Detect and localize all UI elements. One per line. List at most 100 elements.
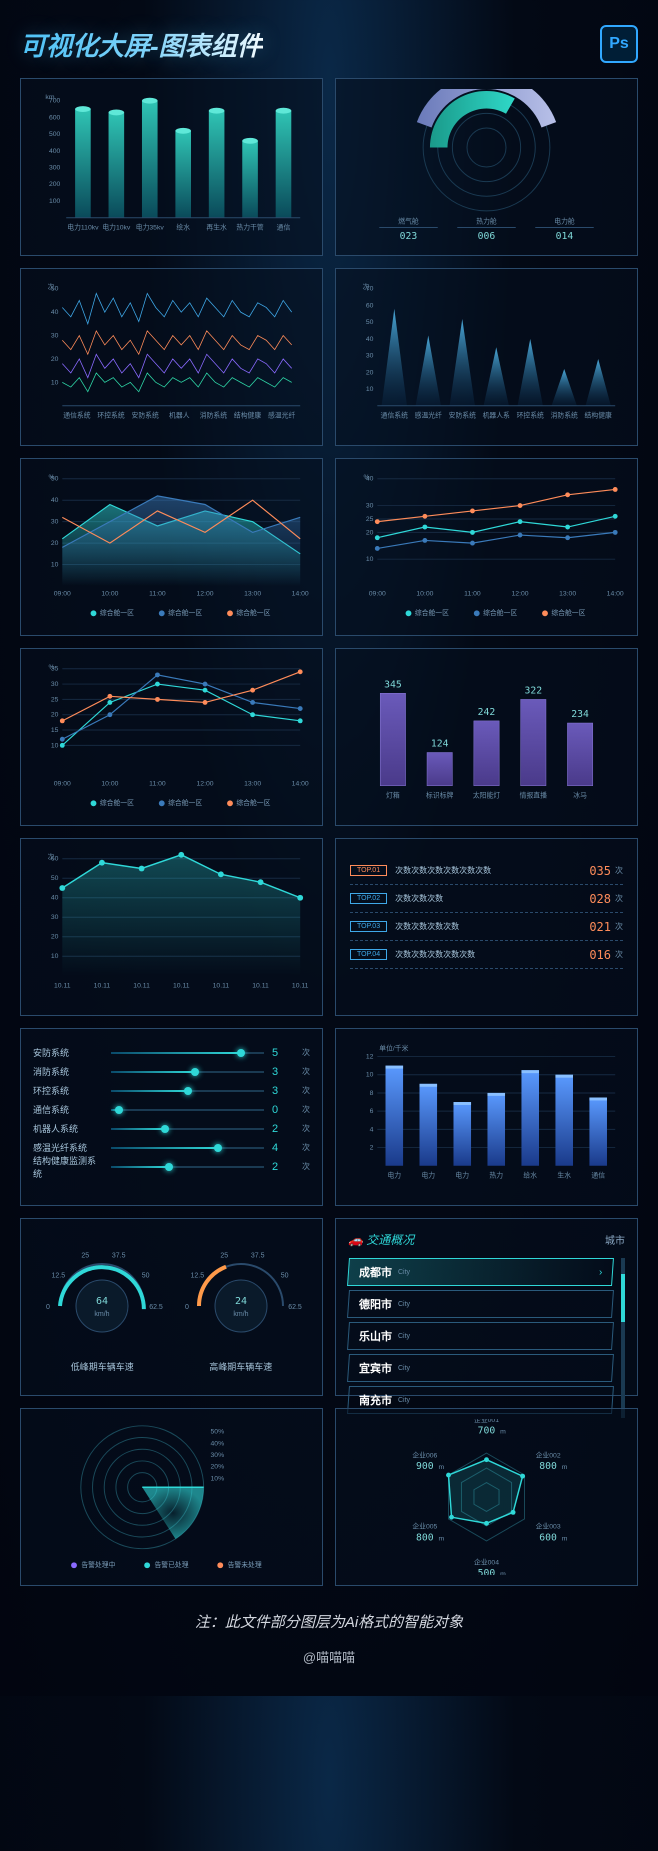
- svg-text:通信系统: 通信系统: [63, 410, 90, 419]
- svg-text:燃气舱: 燃气舱: [398, 217, 419, 226]
- svg-text:345: 345: [384, 679, 402, 690]
- svg-text:企业006: 企业006: [412, 1451, 437, 1460]
- svg-text:20: 20: [51, 934, 59, 941]
- rank-text: 次数次数次数: [395, 893, 589, 904]
- svg-text:25: 25: [82, 1253, 90, 1260]
- traffic-tab[interactable]: 城市: [605, 1232, 625, 1247]
- traffic-title: 🚗 交通概况: [348, 1231, 414, 1248]
- panel-progress: 安防系统5次消防系统3次环控系统3次通信系统0次机器人系统2次感温光纤系统4次结…: [20, 1028, 323, 1206]
- svg-text:800: 800: [416, 1532, 434, 1543]
- progress-label: 机器人系统: [33, 1122, 103, 1135]
- svg-text:20%: 20%: [210, 1464, 224, 1471]
- svg-text:023: 023: [400, 231, 418, 242]
- svg-text:km/h: km/h: [233, 1311, 248, 1318]
- svg-text:综合舱一区: 综合舱一区: [236, 608, 270, 617]
- progress-row: 通信系统0次: [33, 1100, 310, 1119]
- panel-radar-sweep: 50%40%30%20%10%告警处理中告警已处理告警未处理: [20, 1408, 323, 1586]
- svg-text:64: 64: [96, 1296, 108, 1307]
- svg-text:情报直播: 情报直播: [520, 790, 547, 799]
- city-name: 德阳市: [359, 1296, 392, 1312]
- svg-text:企业005: 企业005: [412, 1522, 437, 1531]
- svg-text:40: 40: [51, 895, 59, 902]
- svg-text:综合舱一区: 综合舱一区: [551, 608, 585, 617]
- gauge-label: 高峰期车辆车速: [176, 1360, 306, 1373]
- progress-label: 消防系统: [33, 1065, 103, 1078]
- svg-text:10.11: 10.11: [94, 982, 111, 989]
- svg-text:20: 20: [51, 356, 59, 363]
- progress-track: [111, 1128, 264, 1130]
- svg-text:电力10kv: 电力10kv: [102, 222, 131, 231]
- panel-bar-km: km100200300400500600700电力110kv电力10kv电力35…: [20, 78, 323, 256]
- svg-text:机器人系: 机器人系: [483, 410, 510, 419]
- footer-credit: @喵喵喵: [0, 1647, 658, 1666]
- svg-text:10:00: 10:00: [101, 781, 118, 788]
- rank-text: 次数次数次数次数: [395, 921, 589, 932]
- rank-value: 021: [589, 920, 611, 934]
- svg-text:机器人: 机器人: [169, 410, 190, 419]
- svg-text:12.5: 12.5: [190, 1272, 204, 1279]
- ranking-row: TOP.02次数次数次数028次: [350, 885, 623, 913]
- svg-text:006: 006: [478, 231, 496, 242]
- svg-text:12:00: 12:00: [197, 591, 214, 598]
- svg-text:234: 234: [571, 709, 589, 720]
- progress-row: 机器人系统2次: [33, 1119, 310, 1138]
- svg-text:感温光纤: 感温光纤: [415, 410, 442, 419]
- city-row[interactable]: 成都市City›: [347, 1258, 614, 1286]
- svg-text:600: 600: [539, 1532, 557, 1543]
- svg-text:40: 40: [51, 309, 59, 316]
- svg-text:10: 10: [366, 556, 374, 563]
- svg-text:综合舱一区: 综合舱一区: [236, 798, 270, 807]
- svg-text:12.5: 12.5: [52, 1272, 66, 1279]
- scrollbar[interactable]: [621, 1258, 625, 1418]
- city-row[interactable]: 乐山市City: [347, 1322, 614, 1350]
- city-row[interactable]: 德阳市City: [347, 1290, 614, 1318]
- svg-text:通信系统: 通信系统: [381, 410, 408, 419]
- svg-text:12:00: 12:00: [512, 591, 529, 598]
- city-en: City: [398, 1269, 410, 1276]
- svg-text:0: 0: [185, 1304, 189, 1311]
- svg-text:37.5: 37.5: [112, 1253, 126, 1260]
- progress-value: 5: [272, 1047, 302, 1059]
- svg-text:10.11: 10.11: [292, 982, 309, 989]
- progress-value: 2: [272, 1161, 302, 1173]
- progress-row: 结构健康监测系统2次: [33, 1157, 310, 1176]
- progress-label: 安防系统: [33, 1046, 103, 1059]
- svg-text:40: 40: [366, 336, 374, 343]
- panel-scatter: %102025304009:0010:0011:0012:0013:0014:0…: [335, 458, 638, 636]
- svg-text:37.5: 37.5: [251, 1253, 265, 1260]
- svg-text:35: 35: [51, 666, 59, 673]
- svg-text:700: 700: [49, 98, 61, 105]
- ranking-row: TOP.01次数次数次数次数次数次数035次: [350, 857, 623, 885]
- ps-icon: Ps: [600, 25, 638, 63]
- city-name: 乐山市: [359, 1328, 392, 1344]
- progress-row: 环控系统3次: [33, 1081, 310, 1100]
- svg-text:生水: 生水: [557, 1170, 571, 1179]
- svg-text:11:00: 11:00: [149, 591, 166, 598]
- svg-text:25: 25: [220, 1253, 228, 1260]
- svg-text:4: 4: [370, 1126, 374, 1133]
- progress-track: [111, 1071, 264, 1073]
- panel-hex-radar: 企业001700m企业002800m企业003600m企业004500m企业00…: [335, 1408, 638, 1586]
- svg-text:10%: 10%: [210, 1475, 224, 1482]
- svg-text:30: 30: [366, 503, 374, 510]
- rank-value: 035: [589, 864, 611, 878]
- svg-text:50: 50: [366, 319, 374, 326]
- rank-badge: TOP.04: [350, 949, 387, 960]
- svg-text:m: m: [562, 1464, 568, 1471]
- svg-text:30: 30: [51, 681, 59, 688]
- gauge: 012.52537.55062.564km/h低峰期车辆车速: [37, 1241, 167, 1373]
- progress-value: 3: [272, 1066, 302, 1078]
- svg-text:热力干管: 热力干管: [236, 222, 263, 231]
- svg-text:告警处理中: 告警处理中: [81, 1560, 115, 1569]
- svg-text:10: 10: [51, 742, 59, 749]
- svg-text:电力: 电力: [421, 1170, 435, 1179]
- progress-track: [111, 1166, 264, 1168]
- panel-triangles: 次10203040506070通信系统感温光纤安防系统机器人系环控系统消防系统结…: [335, 268, 638, 446]
- svg-text:告警已处理: 告警已处理: [154, 1560, 188, 1569]
- city-row[interactable]: 宜宾市City: [347, 1354, 614, 1382]
- svg-text:30: 30: [366, 353, 374, 360]
- svg-text:13:00: 13:00: [244, 781, 261, 788]
- svg-text:结构健康: 结构健康: [585, 410, 612, 419]
- svg-text:2: 2: [370, 1145, 374, 1152]
- svg-text:25: 25: [51, 696, 59, 703]
